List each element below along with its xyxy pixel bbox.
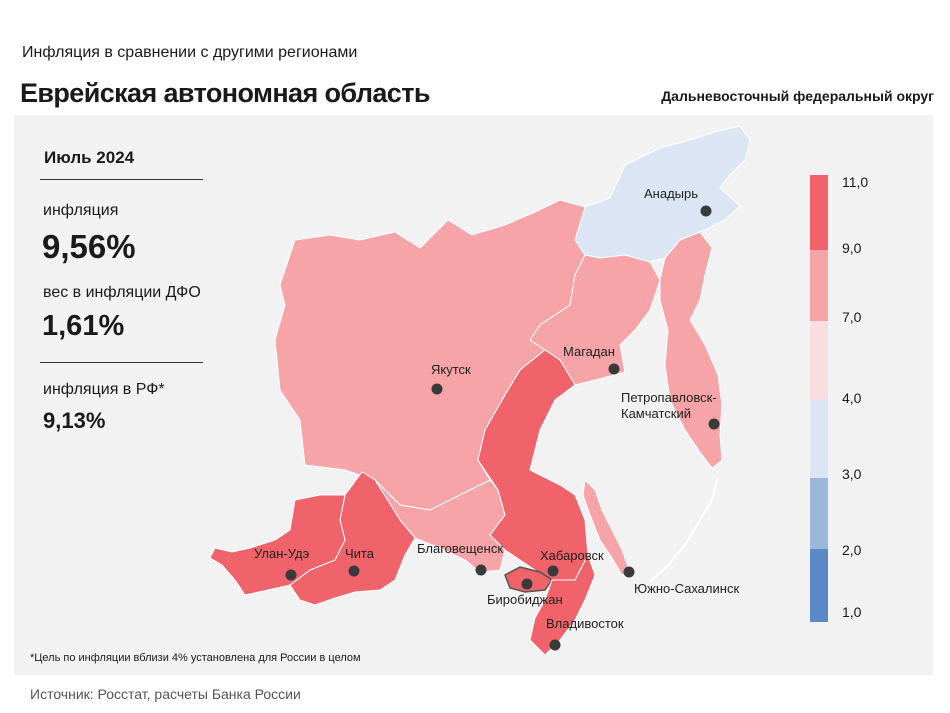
inflation-value: 9,56%	[42, 228, 136, 265]
legend-swatch	[810, 399, 828, 478]
district-label: Дальневосточный федеральный округ	[661, 88, 934, 104]
region-magadan	[529, 254, 661, 386]
city-marker-blagoveshchensk: Благовещенск	[417, 541, 503, 576]
legend-tick: 11,0	[842, 174, 869, 190]
city-marker-yakutsk: Якутск	[431, 362, 471, 395]
legend-tick: 4,0	[842, 390, 862, 406]
weight-label: вес в инфляции ДФО	[43, 284, 201, 301]
svg-text:Улан-Удэ: Улан-Удэ	[254, 546, 310, 561]
svg-text:Владивосток: Владивосток	[546, 616, 624, 631]
city-marker-yuzhno-sakhalinsk: Южно-Сахалинск	[623, 566, 739, 596]
svg-text:Анадырь: Анадырь	[644, 186, 698, 201]
legend-tick: 2,0	[842, 542, 862, 558]
legend-swatch	[810, 478, 828, 549]
city-marker-anadyr: Анадырь	[644, 186, 712, 217]
rf-inflation-label: инфляция в РФ*	[43, 381, 165, 398]
city-marker-birobidzhan: Биробиджан	[487, 578, 563, 607]
city-marker-magadan: Магадан	[563, 344, 620, 375]
kuril-islands	[649, 477, 719, 583]
svg-text:Чита: Чита	[345, 546, 375, 561]
legend-swatch	[810, 250, 828, 321]
divider	[40, 362, 203, 363]
region-primorye	[529, 553, 596, 656]
svg-text:Магадан: Магадан	[563, 344, 615, 359]
rf-inflation-value: 9,13%	[43, 408, 106, 433]
svg-text:Камчатский: Камчатский	[621, 406, 691, 421]
legend-tick: 1,0	[842, 604, 862, 620]
svg-text:Биробиджан: Биробиджан	[487, 592, 563, 607]
svg-text:Южно-Сахалинск: Южно-Сахалинск	[634, 581, 739, 596]
inflation-label: инфляция	[43, 202, 119, 219]
legend-swatch	[810, 321, 828, 399]
chart-subtitle: Инфляция в сравнении с другими регионами	[22, 44, 358, 61]
city-marker-vladivostok: Владивосток	[546, 616, 624, 651]
page-title: Еврейская автономная область	[20, 78, 430, 108]
footnote: *Цель по инфляции вблизи 4% установлена …	[30, 652, 361, 664]
weight-value: 1,61%	[42, 310, 125, 342]
city-marker-chita: Чита	[345, 546, 375, 577]
legend-tick: 3,0	[842, 466, 862, 482]
city-marker-khabarovsk: Хабаровск	[540, 548, 604, 577]
svg-text:Хабаровск: Хабаровск	[540, 548, 604, 563]
legend-swatch	[810, 175, 828, 250]
source-note: Источник: Росстат, расчеты Банка России	[30, 686, 301, 702]
city-marker-petropavlovsk: Петропавловск- Камчатский	[621, 390, 720, 430]
region-buryatia	[209, 494, 346, 596]
divider	[40, 179, 203, 180]
region-kamchatka	[659, 231, 723, 469]
legend-tick: 7,0	[842, 309, 862, 325]
legend-swatch	[810, 549, 828, 622]
svg-text:Благовещенск: Благовещенск	[417, 541, 503, 556]
period-label: Июль 2024	[44, 148, 135, 167]
svg-text:Петропавловск-: Петропавловск-	[621, 390, 717, 405]
region-amur	[374, 479, 506, 573]
city-marker-ulan-ude: Улан-Удэ	[254, 546, 310, 581]
legend-tick: 9,0	[842, 240, 862, 256]
svg-text:Якутск: Якутск	[431, 362, 471, 377]
